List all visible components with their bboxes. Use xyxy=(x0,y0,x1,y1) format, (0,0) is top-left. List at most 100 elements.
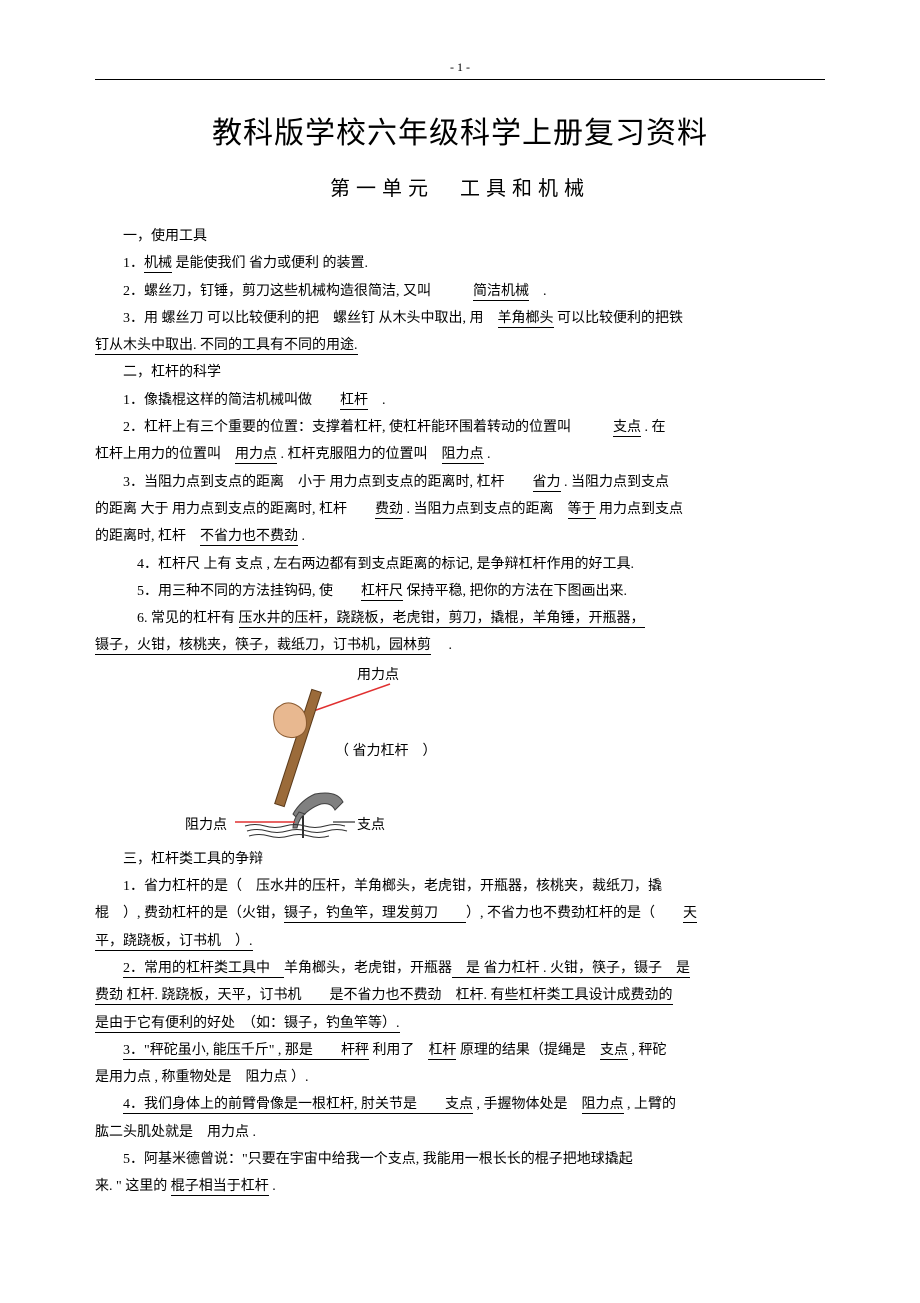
text: 1． xyxy=(123,256,144,271)
blank: 杆秤 xyxy=(341,1043,369,1060)
blank: 支点 xyxy=(613,420,641,437)
blank: 杠杆 xyxy=(428,1043,456,1060)
sec1-p3a: 3．用 螺丝刀 可以比较便利的把 螺丝钉 从木头中取出, 用 羊角榔头 可以比较… xyxy=(95,305,825,332)
text: 是 省力杠杆 . 火钳，筷子，镊子 是 xyxy=(452,961,690,978)
sec3-p2c: 是由于它有便利的好处 （如：镊子，钓鱼竿等）. xyxy=(95,1010,825,1037)
text: 3．当阻力点到支点的距离 小于 用力点到支点的距离时, 杠杆 xyxy=(123,475,533,490)
sec3-p5b: 来. " 这里的 棍子相当于杠杆 . xyxy=(95,1173,825,1200)
sec1-p1: 1．机械 是能使我们 省力或便利 的装置. xyxy=(95,250,825,277)
label-type: （ 省力杠杆 ） xyxy=(335,738,437,765)
sec2-p3b: 的距离 大于 用力点到支点的距离时, 杠杆 费劲 . 当阻力点到支点的距离 等于… xyxy=(95,496,825,523)
sec2-p1: 1．像撬棍这样的简洁机械叫做 杠杆 . xyxy=(95,387,825,414)
text: 2．常用的杠杆类工具中 xyxy=(123,961,284,978)
label-resistance: 阻力点 xyxy=(185,812,227,839)
text: 是能使我们 省力或便利 的装置. xyxy=(172,256,368,271)
text: 1．像撬棍这样的简洁机械叫做 xyxy=(123,393,340,408)
text: 2．螺丝刀，钉锤，剪刀这些机械构造很简洁, 又叫 xyxy=(123,284,473,299)
blank: 镊子，火钳，核桃夹，筷子，裁纸刀，订书机，园林剪 xyxy=(95,638,431,655)
blank: 不省力也不费劲 xyxy=(200,529,298,546)
blank: 简洁机械 xyxy=(473,284,529,301)
text: 可以比较便利的把铁 xyxy=(554,311,684,326)
page-number: - 1 - xyxy=(95,60,825,75)
sec3-p3b: 是用力点 , 称重物处是 阻力点 ）. xyxy=(95,1064,825,1091)
text: . xyxy=(431,638,452,653)
sec2-heading: 二，杠杆的科学 xyxy=(95,359,825,386)
text: . xyxy=(529,284,547,299)
text: , 上臂的 xyxy=(624,1097,677,1112)
text: . xyxy=(298,529,305,544)
text: . 当阻力点到支点的距离 xyxy=(403,502,568,517)
blank: 棍子相当于杠杆 xyxy=(171,1179,269,1196)
sec3-p4b: 肱二头肌处就是 用力点 . xyxy=(95,1119,825,1146)
sec2-p3c: 的距离时, 杠杆 不省力也不费劲 . xyxy=(95,523,825,550)
content-body: 一，使用工具 1．机械 是能使我们 省力或便利 的装置. 2．螺丝刀，钉锤，剪刀… xyxy=(95,223,825,1201)
label-fulcrum: 支点 xyxy=(357,812,385,839)
blank: 天 xyxy=(683,906,697,923)
text: 6. 常见的杠杆有 xyxy=(137,611,239,626)
blank: 省力 xyxy=(533,475,561,492)
text: 棍 ）, 费劲杠杆的是（火钳， xyxy=(95,906,284,921)
text: 5．用三种不同的方法挂钩码, 使 xyxy=(137,584,361,599)
sec2-p2a: 2．杠杆上有三个重要的位置：支撑着杠杆, 使杠杆能环围着转动的位置叫 支点 . … xyxy=(95,414,825,441)
blank: 支点 xyxy=(445,1097,473,1114)
text: . xyxy=(368,393,386,408)
text: 平，跷跷板，订书机 ）. xyxy=(95,934,253,951)
blank: 等于 xyxy=(568,502,596,519)
sec1-p2: 2．螺丝刀，钉锤，剪刀这些机械构造很简洁, 又叫 简洁机械 . xyxy=(95,278,825,305)
text: 4．我们身体上的前臂骨像是一根杠杆, 肘关节是 xyxy=(123,1097,445,1114)
text: 3．"秤砣虽小, 能压千斤" , 那是 xyxy=(123,1043,341,1060)
sec3-p2a: 2．常用的杠杆类工具中 羊角榔头，老虎钳，开瓶器 是 省力杠杆 . 火钳，筷子，… xyxy=(95,955,825,982)
text: 利用了 xyxy=(369,1043,429,1058)
sec2-p6a: 6. 常见的杠杆有 压水井的压杆，跷跷板，老虎钳，剪刀，撬棍，羊角锤，开瓶器， xyxy=(95,605,825,632)
sec3-p5a: 5．阿基米德曾说："只要在宇宙中给我一个支点, 我能用一根长长的棍子把地球撬起 xyxy=(95,1146,825,1173)
text: 原理的结果（提绳是 xyxy=(456,1043,600,1058)
sec2-p6b: 镊子，火钳，核桃夹，筷子，裁纸刀，订书机，园林剪 . xyxy=(95,632,825,659)
blank: 杠杆尺 xyxy=(361,584,403,601)
sec2-p3a: 3．当阻力点到支点的距离 小于 用力点到支点的距离时, 杠杆 省力 . 当阻力点… xyxy=(95,469,825,496)
sec3-p3a: 3．"秤砣虽小, 能压千斤" , 那是 杆秤 利用了 杠杆 原理的结果（提绳是 … xyxy=(95,1037,825,1064)
sec3-p2b: 费劲 杠杆. 跷跷板，天平，订书机 是不省力也不费劲 杠杆. 有些杠杆类工具设计… xyxy=(95,982,825,1009)
text: . 在 xyxy=(641,420,666,435)
sec3-p1b: 棍 ）, 费劲杠杆的是（火钳，镊子，钓鱼竿，理发剪刀 ）, 不省力也不费劲杠杆的… xyxy=(95,900,825,927)
lever-diagram: 用力点 （ 省力杠杆 ） 阻力点 支点 xyxy=(225,666,485,842)
doc-title: 教科版学校六年级科学上册复习资料 xyxy=(95,108,825,152)
text: . xyxy=(269,1179,276,1194)
text: 保持平稳, 把你的方法在下图画出来. xyxy=(403,584,627,599)
text: ）, 不省力也不费劲杠杆的是（ xyxy=(466,906,683,921)
sec2-p5: 5．用三种不同的方法挂钩码, 使 杠杆尺 保持平稳, 把你的方法在下图画出来. xyxy=(95,578,825,605)
sec3-p4a: 4．我们身体上的前臂骨像是一根杠杆, 肘关节是 支点 , 手握物体处是 阻力点 … xyxy=(95,1091,825,1118)
text: . xyxy=(484,447,491,462)
header-rule xyxy=(95,79,825,80)
text: , 手握物体处是 xyxy=(473,1097,582,1112)
blank: 用力点 xyxy=(235,447,277,464)
label-effort: 用力点 xyxy=(357,662,399,689)
sec1-p3b: 钉从木头中取出. 不同的工具有不同的用途. xyxy=(95,332,825,359)
text: , 秤砣 xyxy=(628,1043,667,1058)
sec3-heading: 三，杠杆类工具的争辩 xyxy=(95,846,825,873)
sec3-p1a: 1．省力杠杆的是（ 压水井的压杆，羊角榔头，老虎钳，开瓶器，核桃夹，裁纸刀，撬 xyxy=(95,873,825,900)
blank: 杠杆 xyxy=(340,393,368,410)
text: 用力点到支点 xyxy=(596,502,684,517)
blank: 阻力点 xyxy=(442,447,484,464)
sec2-p2b: 杠杆上用力的位置叫 用力点 . 杠杆克服阻力的位置叫 阻力点 . xyxy=(95,441,825,468)
text: 费劲 杠杆. 跷跷板，天平，订书机 是不省力也不费劲 杠杆. 有些杠杆类工具设计… xyxy=(95,988,673,1005)
sec1-heading: 一，使用工具 xyxy=(95,223,825,250)
text: 是由于它有便利的好处 （如：镊子，钓鱼竿等）. xyxy=(95,1016,400,1033)
blank: 费劲 xyxy=(375,502,403,519)
blank: 机械 xyxy=(144,256,172,273)
text: 的距离时, 杠杆 xyxy=(95,529,200,544)
blank: 羊角榔头 xyxy=(498,311,554,328)
text: 2．杠杆上有三个重要的位置：支撑着杠杆, 使杠杆能环围着转动的位置叫 xyxy=(123,420,613,435)
text: . 杠杆克服阻力的位置叫 xyxy=(277,447,442,462)
text: 来. " 这里的 xyxy=(95,1179,171,1194)
sec2-p4: 4．杠杆尺 上有 支点 , 左右两边都有到支点距离的标记, 是争辩杠杆作用的好工… xyxy=(95,551,825,578)
text: 的距离 大于 用力点到支点的距离时, 杠杆 xyxy=(95,502,375,517)
blank: 支点 xyxy=(600,1043,628,1060)
blank: 阻力点 xyxy=(582,1097,624,1114)
unit-title: 第一单元 工具和机械 xyxy=(95,172,825,201)
text: . 当阻力点到支点 xyxy=(561,475,670,490)
text: 3．用 螺丝刀 可以比较便利的把 螺丝钉 从木头中取出, 用 xyxy=(123,311,498,326)
text: 杠杆上用力的位置叫 xyxy=(95,447,235,462)
text: 钉从木头中取出. 不同的工具有不同的用途. xyxy=(95,338,358,355)
sec3-p1c: 平，跷跷板，订书机 ）. xyxy=(95,928,825,955)
